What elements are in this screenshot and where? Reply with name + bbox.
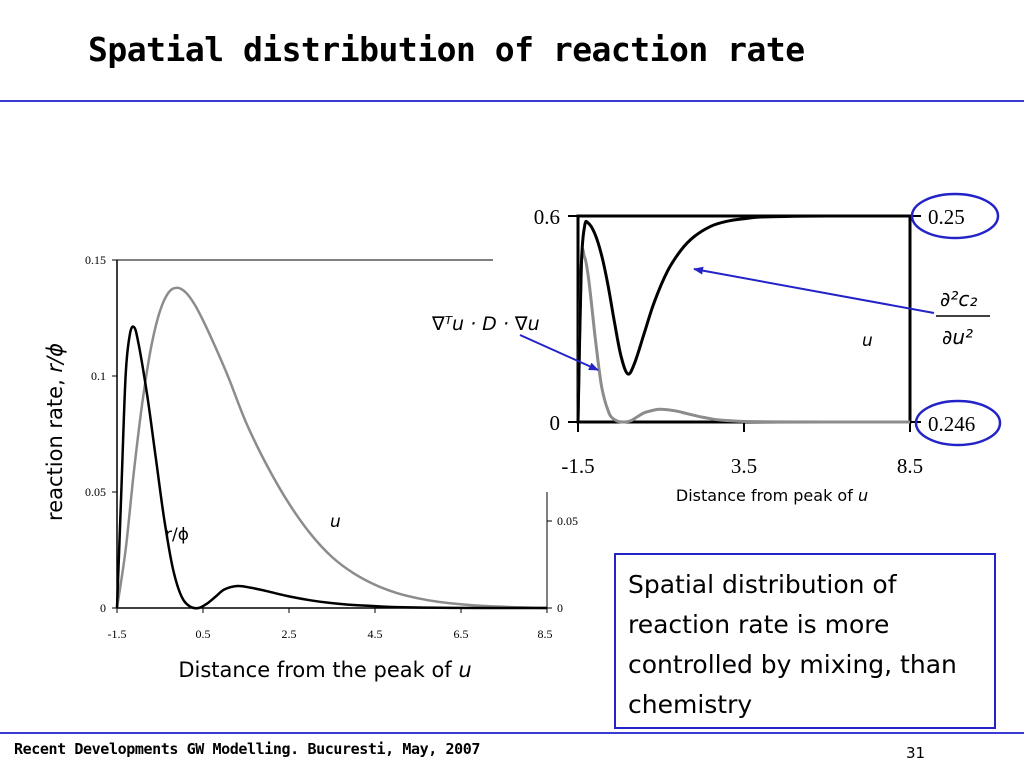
right-series-gray-line [576, 247, 910, 424]
left-y-tick-label: 0 [100, 601, 106, 615]
left-x-axis-label: Distance from the peak of u [178, 658, 471, 682]
chemistry-arrow [693, 266, 935, 314]
left-chart: 0 0.05 0.1 0.15 0 0.05 -1.5 0.5 2.5 4.5 … [43, 253, 578, 682]
chemistry-term-numerator: ∂²c₂ [940, 287, 977, 311]
right-x-tick-label: 3.5 [731, 454, 757, 478]
right-x-tick-label: -1.5 [561, 454, 594, 478]
left-y-tick-label: 0.05 [85, 485, 106, 499]
slide-title: Spatial distribution of reaction rate [88, 30, 805, 69]
left-x-tick-label: 8.5 [538, 627, 553, 641]
right-y2-tick-label: 0.246 [928, 412, 975, 436]
right-x-axis-label: Distance from peak of u [676, 486, 868, 505]
right-x-tick-label: 8.5 [897, 454, 923, 478]
left-x-tick-label: -1.5 [108, 627, 127, 641]
mixing-term-formula: ∇ᵀu · D · ∇u [431, 313, 540, 335]
mixing-arrow [519, 334, 599, 371]
footer-divider [0, 732, 1024, 734]
left-label-r-phi: r/ϕ [165, 525, 189, 545]
page-number: 31 [906, 744, 926, 762]
left-y-tick-label: 0.15 [85, 253, 106, 267]
right-plot-frame [576, 214, 912, 424]
lower-tick-highlight [914, 399, 1002, 447]
left-y-tick-label: 0.1 [91, 369, 106, 383]
left-x-tick-label: 0.5 [196, 627, 211, 641]
left-x-tick-label: 6.5 [454, 627, 469, 641]
right-chart: 0.6 0 0.25 0.246 -1.5 3.5 8.5 Distance f… [431, 192, 1002, 505]
left-y2-tick-label: 0 [557, 601, 563, 615]
conclusion-note: Spatial distribution of reaction rate is… [614, 553, 996, 729]
left-y-axis-label: reaction rate, r/ϕ [43, 343, 67, 521]
right-y-tick-label: 0.6 [534, 205, 560, 229]
right-label-u: u [862, 331, 873, 351]
right-series-u-line [576, 214, 910, 423]
left-label-u: u [330, 512, 341, 532]
left-series-u-line [115, 286, 548, 610]
right-y2-tick-label: 0.25 [928, 205, 965, 229]
left-x-tick-label: 4.5 [368, 627, 383, 641]
chemistry-term-denominator: ∂u² [942, 325, 973, 349]
left-y2-tick-label: 0.05 [557, 514, 578, 528]
left-series-r-phi-line [115, 325, 547, 610]
upper-tick-highlight [910, 192, 1000, 240]
left-x-tick-label: 2.5 [282, 627, 297, 641]
title-divider [0, 100, 1024, 102]
footer-text: Recent Developments GW Modelling. Bucure… [14, 740, 481, 758]
right-y-tick-label: 0 [550, 411, 561, 435]
